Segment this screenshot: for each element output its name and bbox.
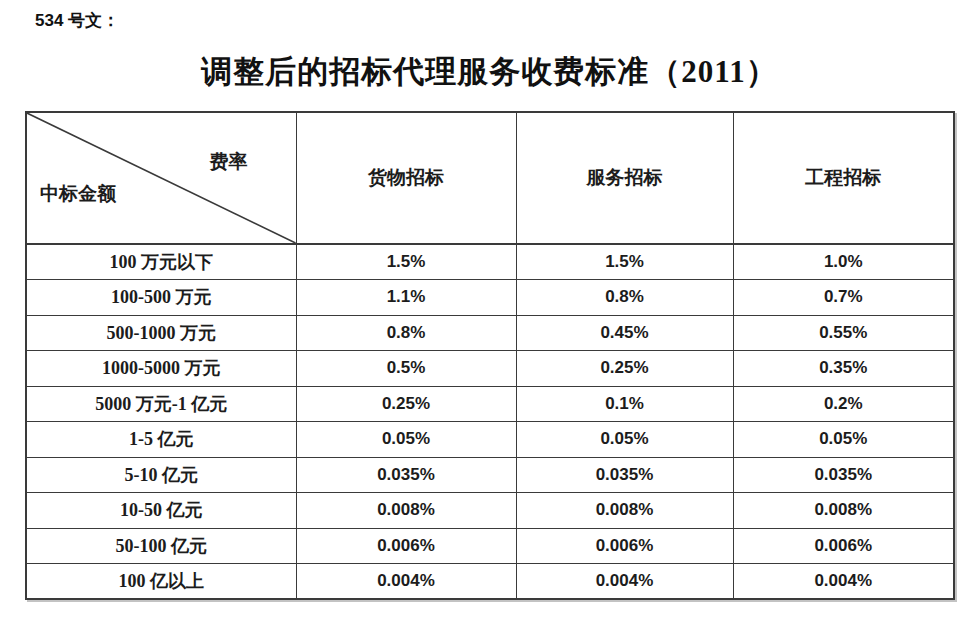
row-label: 10-50 亿元 xyxy=(26,493,296,529)
rate-engineering: 0.05% xyxy=(733,422,954,458)
corner-label-bid-amount: 中标金额 xyxy=(40,181,116,207)
row-label: 50-100 亿元 xyxy=(26,528,296,564)
rate-service: 0.1% xyxy=(516,386,733,422)
rate-service: 0.035% xyxy=(516,457,733,493)
rate-service: 0.45% xyxy=(516,315,733,351)
header-row: 费率 中标金额 货物招标 服务招标 工程招标 xyxy=(26,112,954,244)
row-label: 5000 万元-1 亿元 xyxy=(26,386,296,422)
table-row: 5000 万元-1 亿元 0.25% 0.1% 0.2% xyxy=(26,386,954,422)
rate-goods: 0.006% xyxy=(296,528,516,564)
diagonal-divider-line xyxy=(27,113,296,243)
rate-engineering: 0.008% xyxy=(733,493,954,529)
rate-goods: 0.004% xyxy=(296,564,516,600)
table-row: 100 万元以下 1.5% 1.5% 1.0% xyxy=(26,244,954,280)
rate-goods: 0.8% xyxy=(296,315,516,351)
rate-goods: 0.008% xyxy=(296,493,516,529)
corner-label-rate: 费率 xyxy=(210,149,248,175)
rate-goods: 0.5% xyxy=(296,351,516,387)
table-row: 50-100 亿元 0.006% 0.006% 0.006% xyxy=(26,528,954,564)
rate-engineering: 0.035% xyxy=(733,457,954,493)
row-label: 100 亿以上 xyxy=(26,564,296,600)
rate-service: 0.004% xyxy=(516,564,733,600)
rate-service: 1.5% xyxy=(516,244,733,280)
row-label: 500-1000 万元 xyxy=(26,315,296,351)
table-row: 10-50 亿元 0.008% 0.008% 0.008% xyxy=(26,493,954,529)
col-header-goods-tender: 货物招标 xyxy=(296,112,516,244)
corner-cell: 费率 中标金额 xyxy=(26,112,296,244)
rate-goods: 1.1% xyxy=(296,280,516,316)
rate-engineering: 0.004% xyxy=(733,564,954,600)
row-label: 1-5 亿元 xyxy=(26,422,296,458)
row-label: 100-500 万元 xyxy=(26,280,296,316)
table-row: 100 亿以上 0.004% 0.004% 0.004% xyxy=(26,564,954,600)
document-page: 534 号文： 调整后的招标代理服务收费标准（2011） 费率 中标金额 货物招… xyxy=(0,0,979,629)
rate-goods: 0.035% xyxy=(296,457,516,493)
rate-engineering: 0.006% xyxy=(733,528,954,564)
page-title: 调整后的招标代理服务收费标准（2011） xyxy=(0,51,979,93)
doc-ref: 534 号文： xyxy=(35,9,119,32)
rate-engineering: 1.0% xyxy=(733,244,954,280)
rate-goods: 1.5% xyxy=(296,244,516,280)
rate-goods: 0.05% xyxy=(296,422,516,458)
rate-service: 0.008% xyxy=(516,493,733,529)
table-row: 1-5 亿元 0.05% 0.05% 0.05% xyxy=(26,422,954,458)
col-header-service-tender: 服务招标 xyxy=(516,112,733,244)
rate-service: 0.8% xyxy=(516,280,733,316)
row-label: 100 万元以下 xyxy=(26,244,296,280)
fee-rate-table: 费率 中标金额 货物招标 服务招标 工程招标 100 万元以下 1.5% 1.5… xyxy=(25,111,955,600)
rate-engineering: 0.55% xyxy=(733,315,954,351)
rate-engineering: 0.7% xyxy=(733,280,954,316)
rate-goods: 0.25% xyxy=(296,386,516,422)
row-label: 1000-5000 万元 xyxy=(26,351,296,387)
rate-engineering: 0.2% xyxy=(733,386,954,422)
rate-engineering: 0.35% xyxy=(733,351,954,387)
col-header-engineering-tender: 工程招标 xyxy=(733,112,954,244)
table-row: 100-500 万元 1.1% 0.8% 0.7% xyxy=(26,280,954,316)
table-row: 5-10 亿元 0.035% 0.035% 0.035% xyxy=(26,457,954,493)
table-row: 500-1000 万元 0.8% 0.45% 0.55% xyxy=(26,315,954,351)
rate-service: 0.006% xyxy=(516,528,733,564)
table-row: 1000-5000 万元 0.5% 0.25% 0.35% xyxy=(26,351,954,387)
row-label: 5-10 亿元 xyxy=(26,457,296,493)
rate-service: 0.05% xyxy=(516,422,733,458)
rate-service: 0.25% xyxy=(516,351,733,387)
